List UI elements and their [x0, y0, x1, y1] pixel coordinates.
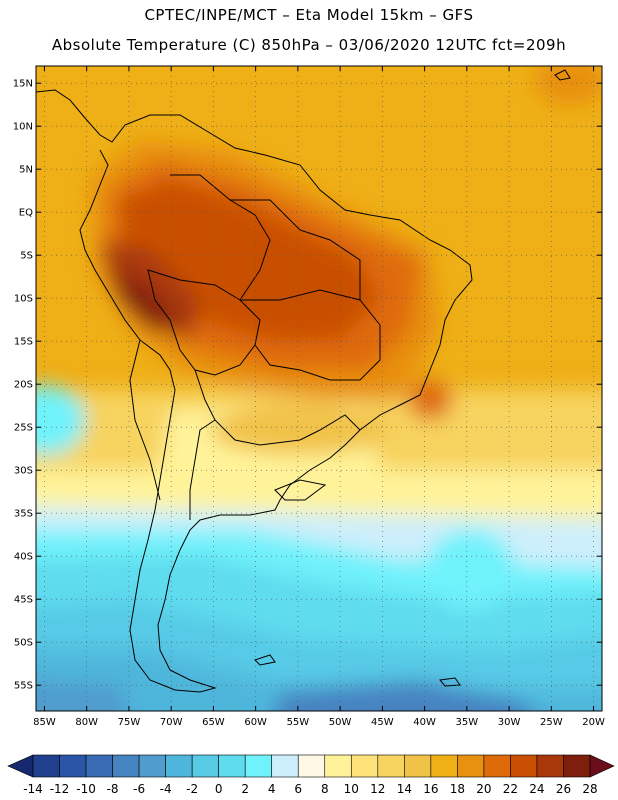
lon-label: 60W — [244, 717, 267, 728]
colorbar-swatch — [191, 754, 219, 778]
colorbar-label: 2 — [241, 782, 249, 796]
lat-label: 45S — [14, 595, 33, 606]
lon-label: 25W — [540, 717, 563, 728]
lat-label: 20S — [14, 380, 33, 391]
colorbar-label: 20 — [476, 782, 491, 796]
lon-label: 70W — [160, 717, 183, 728]
lon-label: 40W — [413, 717, 436, 728]
lat-label: 5S — [20, 251, 33, 262]
lat-label: 15N — [13, 79, 33, 90]
colorbar-swatch — [297, 754, 326, 778]
title-line-1: CPTEC/INPE/MCT – Eta Model 15km – GFS — [144, 6, 474, 24]
colorbar-labels: -14 -12 -10 -8 -6 -4 -2 0 2 4 6 8 10 12 14 16 18 20 22 24 26… — [23, 782, 597, 796]
colorbar-label: -10 — [76, 782, 96, 796]
colorbar-swatch — [457, 754, 485, 778]
colorbar-swatch — [536, 754, 564, 778]
colorbar-swatch — [510, 754, 538, 778]
colorbar-swatch — [350, 754, 379, 778]
colorbar-swatch — [271, 754, 299, 778]
lon-label: 45W — [371, 717, 394, 728]
lat-label: 15S — [14, 337, 33, 348]
lon-axis-labels: 85W 80W 75W 70W 65W 60W 55W 50W 45W 40W 35W 30W 25W 2… — [33, 66, 605, 728]
lat-label: 35S — [14, 509, 33, 520]
colorbar-label: 18 — [450, 782, 465, 796]
colorbar-swatch — [59, 754, 87, 778]
colorbar-swatch — [32, 754, 60, 778]
colorbar-arrow-left — [7, 754, 34, 778]
colorbar-label: -4 — [160, 782, 172, 796]
lat-label: 55S — [14, 681, 33, 692]
colorbar-swatch — [324, 754, 352, 778]
colorbar-label: 28 — [582, 782, 597, 796]
colorbar-swatch — [138, 754, 166, 778]
colorbar-arrow-right — [589, 754, 615, 778]
lat-label: 30S — [14, 466, 33, 477]
colorbar-label: 10 — [344, 782, 359, 796]
colorbar — [7, 754, 615, 778]
lat-label: 25S — [14, 423, 33, 434]
colorbar-label: 8 — [321, 782, 329, 796]
colorbar-label: -6 — [133, 782, 145, 796]
lon-label: 75W — [118, 717, 141, 728]
colorbar-label: -2 — [186, 782, 198, 796]
colorbar-swatch — [218, 754, 246, 778]
colorbar-swatch — [377, 754, 405, 778]
lat-label: 50S — [14, 638, 33, 649]
map-frame — [35, 65, 603, 712]
lon-label: 65W — [202, 717, 225, 728]
colorbar-swatch — [563, 754, 591, 778]
colorbar-label: 26 — [556, 782, 571, 796]
lon-label: 50W — [329, 717, 352, 728]
colorbar-label: -12 — [50, 782, 70, 796]
lon-label: 35W — [456, 717, 479, 728]
colorbar-swatch — [112, 754, 140, 778]
coastlines — [36, 69, 571, 693]
lat-label: EQ — [19, 208, 33, 219]
lon-label: 85W — [33, 717, 56, 728]
colorbar-swatch — [430, 754, 458, 778]
lon-label: 80W — [75, 717, 98, 728]
colorbar-swatch — [85, 754, 113, 778]
lat-label: 40S — [14, 552, 33, 563]
colorbar-label: 0 — [215, 782, 223, 796]
colorbar-swatch — [165, 754, 193, 778]
lat-axis-labels: 15N 10N 5N EQ 5S 10S 15S 20S 25S 30S 35S 40S 45S 50S 5… — [13, 79, 602, 692]
lat-label: 10S — [14, 294, 33, 305]
colorbar-swatch — [483, 754, 511, 778]
colorbar-swatch — [404, 754, 432, 778]
colorbar-label: 14 — [397, 782, 412, 796]
colorbar-swatch — [244, 754, 273, 778]
colorbar-label: -14 — [23, 782, 43, 796]
lon-label: 30W — [498, 717, 521, 728]
lon-label: 20W — [582, 717, 605, 728]
colorbar-label: -8 — [107, 782, 119, 796]
temperature-field — [36, 66, 602, 711]
colorbar-label: 22 — [503, 782, 518, 796]
lon-label: 55W — [287, 717, 310, 728]
lat-label: 10N — [13, 122, 33, 133]
colorbar-label: 16 — [423, 782, 438, 796]
colorbar-label: 6 — [294, 782, 302, 796]
title-line-2: Absolute Temperature (C) 850hPa – 03/06/… — [51, 36, 567, 54]
lat-label: 5N — [19, 165, 33, 176]
colorbar-label: 24 — [529, 782, 544, 796]
colorbar-label: 4 — [268, 782, 276, 796]
colorbar-label: 12 — [370, 782, 385, 796]
